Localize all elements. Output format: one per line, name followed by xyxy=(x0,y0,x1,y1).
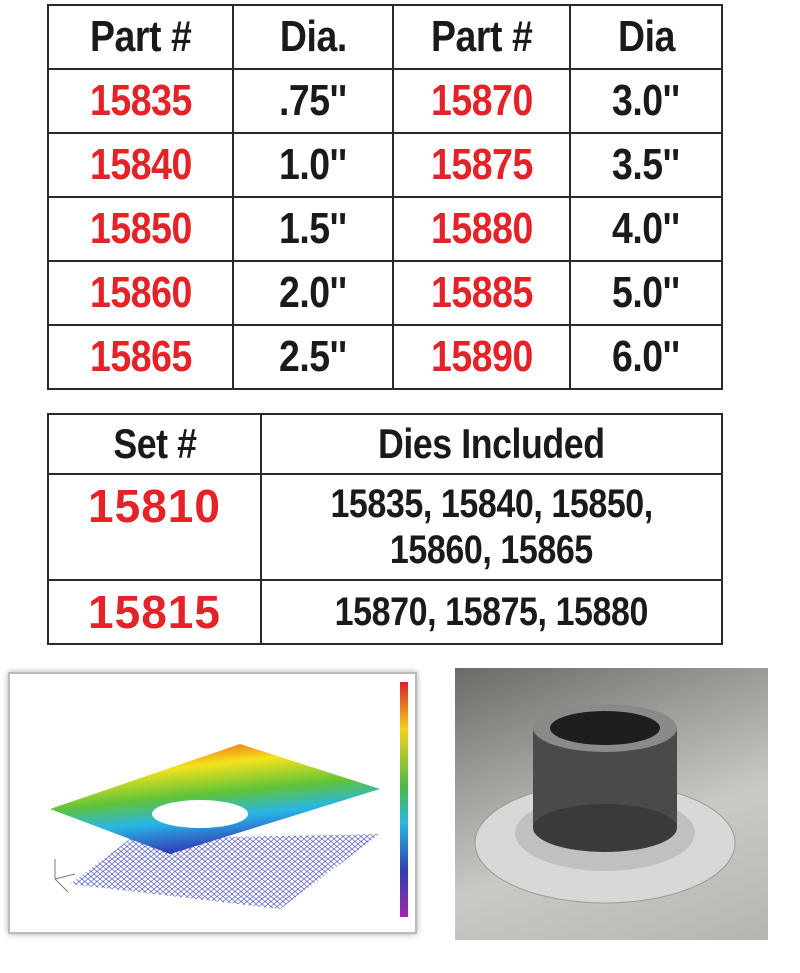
color-scale-bar xyxy=(400,682,408,917)
die-photo xyxy=(455,668,768,940)
parts-diameter-table: Part # Dia. Part # Dia 15835 .75'' 15870… xyxy=(47,4,723,390)
table-row: 15815 15870, 15875, 15880 xyxy=(47,579,723,645)
part-number-cell: 15875 xyxy=(392,132,571,198)
diameter-cell: 3.0'' xyxy=(569,68,723,134)
part-number-cell: 15835 xyxy=(47,68,234,134)
table-row: 15835 .75'' 15870 3.0'' xyxy=(47,68,723,134)
dies-line: 15860, 15865 xyxy=(390,528,593,572)
diameter-cell: 1.0'' xyxy=(232,132,394,198)
part-number-cell: 15865 xyxy=(47,324,234,390)
deformed-plate xyxy=(50,744,380,854)
diameter-cell: 2.0'' xyxy=(232,260,394,326)
header-dies-included: Dies Included xyxy=(260,413,723,475)
table-header-row: Part # Dia. Part # Dia xyxy=(47,4,723,70)
table-row: 15865 2.5'' 15890 6.0'' xyxy=(47,324,723,390)
part-number-cell: 15850 xyxy=(47,196,234,262)
table-row: 15840 1.0'' 15875 3.5'' xyxy=(47,132,723,198)
dies-included-cell: 15835, 15840, 15850, 15860, 15865 xyxy=(260,473,723,581)
header-part-number: Part # xyxy=(47,4,234,70)
table-row: 15850 1.5'' 15880 4.0'' xyxy=(47,196,723,262)
part-number-cell: 15880 xyxy=(392,196,571,262)
set-number-cell: 15815 xyxy=(47,579,262,645)
header-part-number-2: Part # xyxy=(392,4,571,70)
mesh-plate xyxy=(70,834,380,909)
set-number-cell: 15810 xyxy=(47,473,262,581)
diameter-cell: 5.0'' xyxy=(569,260,723,326)
diameter-cell: 4.0'' xyxy=(569,196,723,262)
dies-included-cell: 15870, 15875, 15880 xyxy=(260,579,723,645)
header-diameter-2: Dia xyxy=(569,4,723,70)
part-number-cell: 15860 xyxy=(47,260,234,326)
header-set-number: Set # xyxy=(47,413,262,475)
diameter-cell: 1.5'' xyxy=(232,196,394,262)
axis-triad-icon xyxy=(54,859,76,893)
sets-table: Set # Dies Included 15810 15835, 15840, … xyxy=(47,413,723,645)
part-number-cell: 15885 xyxy=(392,260,571,326)
part-number-cell: 15890 xyxy=(392,324,571,390)
diameter-cell: 3.5'' xyxy=(569,132,723,198)
diameter-cell: 6.0'' xyxy=(569,324,723,390)
dies-line: 15835, 15840, 15850, xyxy=(330,482,653,526)
fea-stress-analysis-image xyxy=(8,672,417,934)
header-diameter: Dia. xyxy=(232,4,394,70)
table-row: 15810 15835, 15840, 15850, 15860, 15865 xyxy=(47,473,723,581)
diameter-cell: 2.5'' xyxy=(232,324,394,390)
table-row: 15860 2.0'' 15885 5.0'' xyxy=(47,260,723,326)
hole xyxy=(152,800,248,828)
part-number-cell: 15870 xyxy=(392,68,571,134)
part-number-cell: 15840 xyxy=(47,132,234,198)
diameter-cell: .75'' xyxy=(232,68,394,134)
table-header-row: Set # Dies Included xyxy=(47,413,723,475)
